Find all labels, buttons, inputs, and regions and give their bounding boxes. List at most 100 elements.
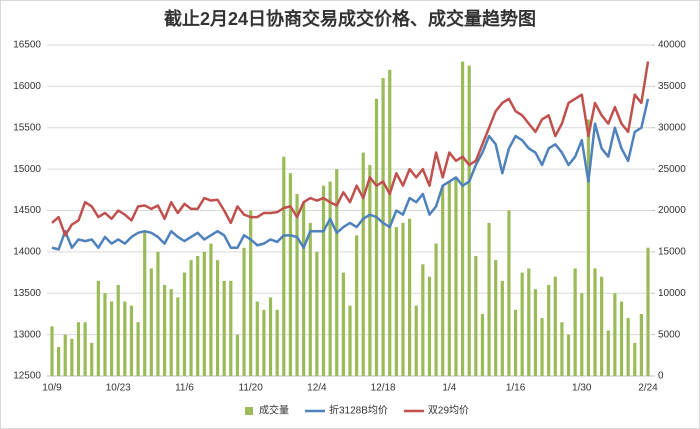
- bar: [90, 342, 94, 376]
- x-tick-label: 10/23: [106, 383, 131, 394]
- bar: [573, 268, 577, 376]
- bar: [288, 173, 292, 376]
- bar: [447, 181, 451, 376]
- bar: [63, 334, 67, 376]
- y-tick-label: 15500: [13, 122, 41, 133]
- x-tick-label: 10/9: [42, 383, 62, 394]
- bar: [116, 284, 120, 376]
- bar: [103, 293, 107, 376]
- bar: [487, 222, 491, 376]
- bar: [275, 309, 279, 376]
- bar: [196, 256, 200, 376]
- bar: [454, 177, 458, 376]
- bar: [335, 169, 339, 376]
- bar: [646, 247, 650, 376]
- bar: [328, 181, 332, 376]
- bar: [600, 276, 604, 376]
- legend-label: 成交量: [259, 404, 289, 417]
- bar: [494, 260, 498, 376]
- bar: [606, 330, 610, 376]
- bar: [215, 260, 220, 376]
- bar: [560, 322, 564, 376]
- bar: [381, 78, 385, 376]
- y-tick-label: 13500: [13, 288, 41, 299]
- bar: [626, 318, 630, 376]
- bar: [129, 305, 134, 376]
- bar: [513, 309, 518, 376]
- legend-label: 双29均价: [428, 405, 469, 417]
- y-tick-label: 14000: [13, 247, 41, 258]
- bar: [460, 61, 465, 377]
- bar: [222, 280, 226, 376]
- y2-tick-label: 5000: [658, 329, 681, 340]
- line: [51, 61, 650, 237]
- bar: [507, 210, 511, 376]
- x-tick-label: 1/30: [572, 383, 592, 394]
- y2-tick-label: 0: [658, 371, 664, 382]
- bar: [368, 164, 372, 376]
- y-tick-label: 13000: [13, 329, 41, 340]
- bar: [533, 289, 538, 376]
- bar: [209, 243, 213, 376]
- bar: [593, 268, 597, 376]
- bar: [388, 69, 392, 376]
- bar: [441, 185, 445, 376]
- bar: [520, 272, 524, 376]
- bar: [547, 284, 551, 376]
- y-tick-label: 12500: [13, 371, 41, 382]
- bar: [136, 322, 140, 376]
- y2-tick-label: 20000: [658, 205, 686, 216]
- bar: [308, 222, 312, 376]
- bar: [50, 326, 54, 376]
- y2-tick-label: 30000: [658, 122, 686, 133]
- bar: [229, 280, 233, 376]
- line: [51, 98, 650, 251]
- y-tick-label: 16000: [13, 81, 41, 92]
- bar: [123, 301, 127, 376]
- bar: [249, 210, 253, 376]
- y-tick-label: 16500: [13, 40, 41, 51]
- bar: [255, 301, 259, 376]
- x-tick-label: 12/4: [307, 383, 327, 394]
- bar: [262, 309, 266, 376]
- bar: [480, 313, 485, 376]
- bar: [414, 305, 418, 376]
- bar: [321, 185, 326, 376]
- x-tick-label: 2/24: [638, 383, 658, 394]
- bar: [633, 342, 637, 376]
- bar: [540, 318, 544, 376]
- bar: [242, 247, 246, 376]
- bar: [295, 193, 299, 376]
- chart-title: 截止2月24日协商交易成交价格、成交量趋势图: [164, 8, 536, 29]
- x-tick-label: 11/20: [239, 383, 264, 394]
- bar: [76, 322, 81, 376]
- bar: [57, 347, 61, 376]
- y2-tick-label: 40000: [658, 40, 686, 51]
- bar: [474, 256, 478, 376]
- x-tick-label: 11/6: [175, 383, 194, 394]
- bar: [421, 264, 425, 376]
- bar: [162, 284, 167, 376]
- bar: [361, 152, 365, 376]
- bar: [553, 276, 557, 376]
- bar: [427, 276, 432, 376]
- bar: [434, 243, 438, 376]
- x-tick-label: 1/16: [506, 383, 526, 394]
- bar: [176, 297, 180, 376]
- bar: [580, 293, 584, 376]
- y-tick-label: 14500: [13, 205, 41, 216]
- bar: [189, 260, 193, 376]
- bar: [70, 338, 74, 376]
- x-tick-label: 12/18: [371, 383, 396, 394]
- bar: [143, 231, 147, 376]
- bar: [374, 98, 379, 376]
- legend-swatch: [245, 407, 253, 415]
- bar: [202, 251, 206, 376]
- y2-tick-label: 25000: [658, 164, 686, 175]
- bar: [408, 218, 412, 376]
- bar: [401, 222, 405, 376]
- y2-tick-label: 10000: [658, 288, 686, 299]
- y2-tick-label: 35000: [658, 81, 686, 92]
- bar: [527, 268, 531, 376]
